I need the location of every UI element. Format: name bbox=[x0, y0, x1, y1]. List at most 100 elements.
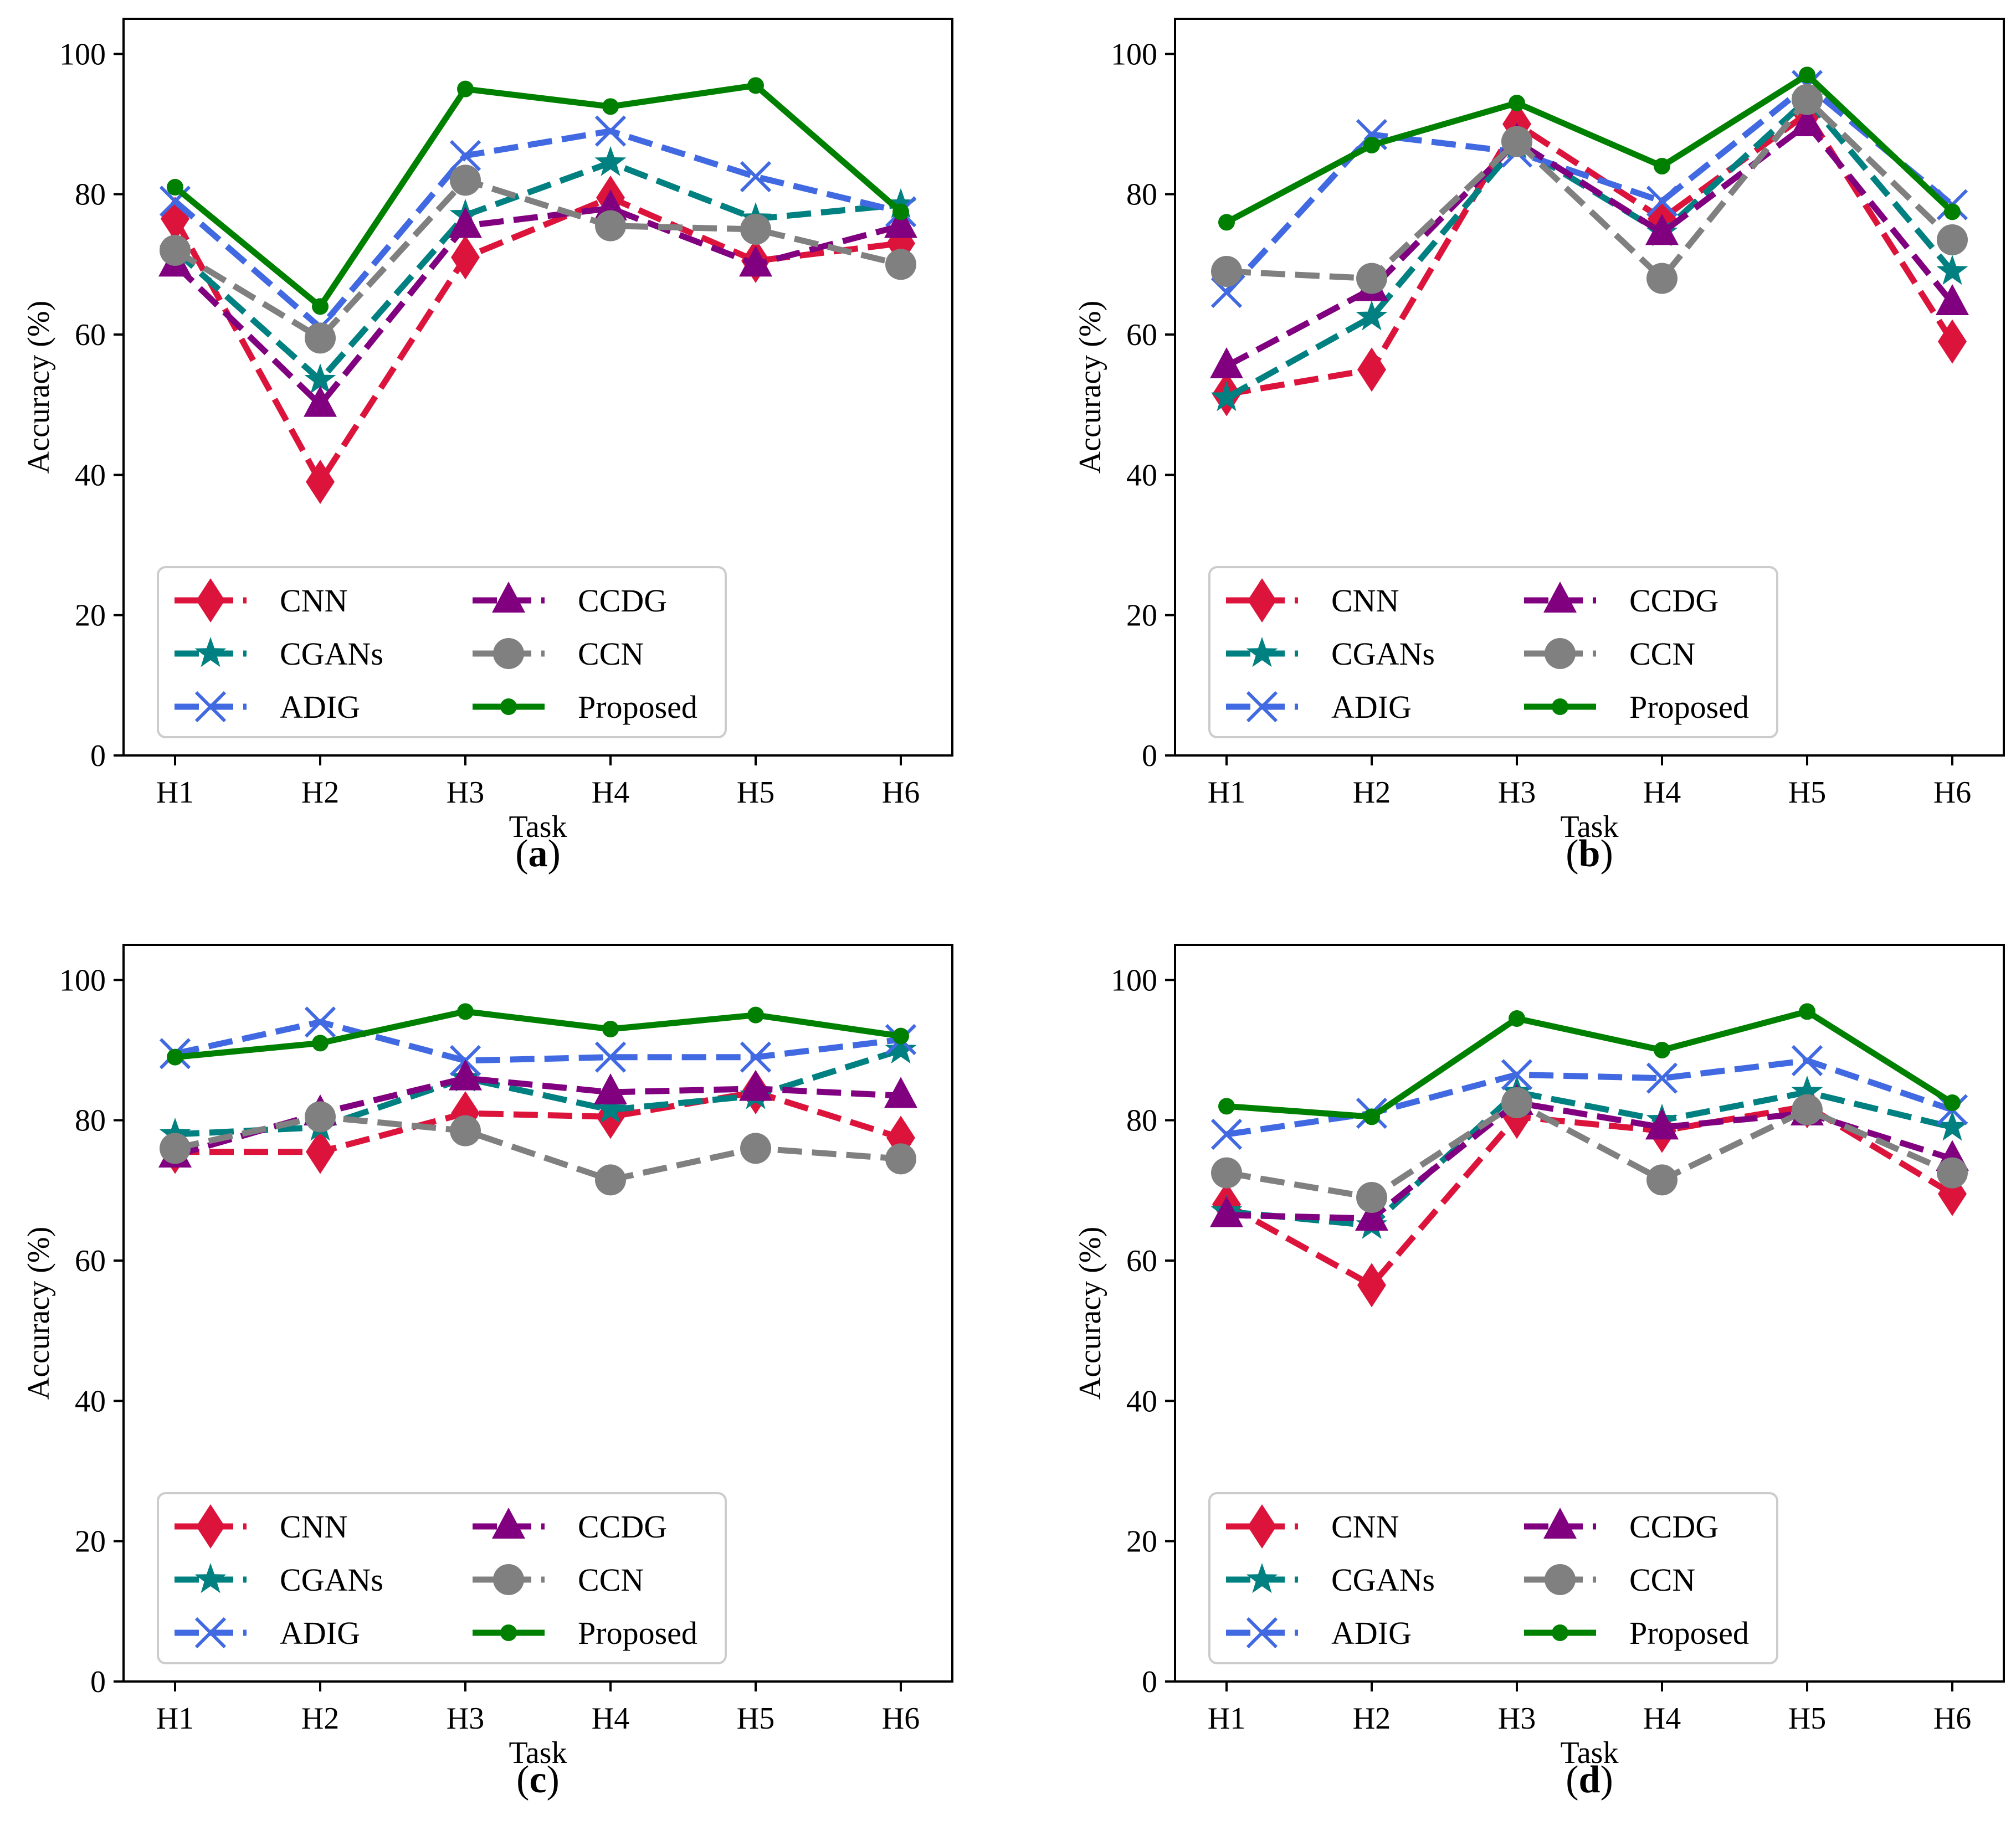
x-tick-label: H6 bbox=[882, 1701, 920, 1736]
series-line-cnn bbox=[175, 1089, 902, 1155]
legend-label: CCN bbox=[1629, 1562, 1695, 1598]
series-line-cgans bbox=[175, 1047, 902, 1138]
y-tick-label: 20 bbox=[75, 1525, 106, 1559]
x-tick-label: H5 bbox=[737, 1701, 774, 1736]
data-point-adig bbox=[1210, 1118, 1243, 1150]
series-line-cnn bbox=[172, 194, 901, 485]
legend-marker bbox=[500, 698, 517, 715]
y-tick-label: 100 bbox=[1111, 37, 1157, 71]
data-point-proposed bbox=[457, 1003, 474, 1020]
legend-label: ADIG bbox=[280, 1615, 360, 1651]
legend-item-proposed: Proposed bbox=[473, 689, 697, 725]
data-point-ccn bbox=[1501, 126, 1532, 157]
y-tick-label: 100 bbox=[1111, 963, 1157, 997]
legend-marker bbox=[1552, 1624, 1568, 1641]
data-point-ccdg bbox=[594, 189, 627, 220]
data-point-proposed bbox=[1509, 1010, 1525, 1027]
data-point-ccn bbox=[1646, 1164, 1678, 1196]
series-line-ccn bbox=[173, 177, 902, 341]
legend-marker bbox=[493, 638, 524, 669]
data-point-adig bbox=[1646, 186, 1678, 217]
y-tick-label: 0 bbox=[1142, 1665, 1157, 1699]
data-point-proposed bbox=[1654, 158, 1670, 174]
data-point-cnn bbox=[1938, 319, 1967, 364]
data-point-adig bbox=[304, 1006, 336, 1038]
legend-marker bbox=[1545, 638, 1576, 669]
legend-item-ccn: CCN bbox=[1524, 1562, 1695, 1598]
data-point-ccdg bbox=[1210, 1196, 1243, 1227]
series-proposed bbox=[167, 1003, 909, 1066]
y-axis-title: Accuracy (%) bbox=[1073, 301, 1107, 474]
panel-label: (b) bbox=[1566, 832, 1613, 875]
data-point-cgans bbox=[159, 1118, 191, 1148]
legend-label: Proposed bbox=[578, 689, 697, 725]
legend-marker bbox=[1248, 578, 1276, 623]
x-tick-label: H2 bbox=[1353, 775, 1391, 810]
legend-marker bbox=[500, 1624, 517, 1641]
data-point-proposed bbox=[747, 1006, 764, 1024]
data-point-adig bbox=[740, 161, 772, 193]
y-tick-label: 20 bbox=[1126, 1525, 1157, 1559]
legend-item-cnn: CNN bbox=[1226, 578, 1399, 623]
legend-label: CGANs bbox=[280, 1562, 383, 1598]
legend-item-cgans: CGANs bbox=[1226, 636, 1435, 672]
data-point-proposed bbox=[747, 77, 764, 94]
series-cgans bbox=[1210, 1076, 1968, 1239]
legend-item-cnn: CNN bbox=[1226, 1504, 1399, 1549]
y-tick-label: 20 bbox=[1126, 599, 1157, 633]
data-point-ccdg bbox=[304, 385, 337, 417]
legend-label: Proposed bbox=[578, 1615, 697, 1651]
data-point-ccdg bbox=[884, 207, 917, 238]
legend-marker bbox=[194, 1563, 227, 1593]
legend-item-cgans: CGANs bbox=[1226, 1562, 1435, 1598]
data-point-ccdg bbox=[1936, 284, 1969, 315]
chart-panel-d: 0 20 40 60 80 100 H1 H2 H3 H4 H5 H6 Task Accuracy (%)… bbox=[1073, 944, 2005, 1801]
legend-label: CNN bbox=[1331, 583, 1399, 619]
data-point-proposed bbox=[457, 80, 474, 97]
legend-item-cnn: CNN bbox=[175, 1504, 347, 1549]
y-tick-label: 100 bbox=[59, 963, 106, 997]
legend-label: ADIG bbox=[1331, 689, 1412, 725]
data-point-ccdg bbox=[739, 1069, 772, 1101]
series-line-adig bbox=[174, 1019, 901, 1064]
series-line-ccdg bbox=[1226, 1099, 1953, 1222]
series-ccn bbox=[160, 164, 916, 354]
data-point-proposed bbox=[1363, 137, 1380, 153]
y-tick-label: 80 bbox=[1126, 1104, 1157, 1138]
data-point-cgans bbox=[304, 363, 336, 394]
y-tick-label: 60 bbox=[1126, 1244, 1157, 1278]
series-line-ccn bbox=[1226, 96, 1955, 282]
legend-item-ccdg: CCDG bbox=[473, 1508, 667, 1545]
data-point-cgans bbox=[1356, 300, 1388, 331]
series-line-ccdg bbox=[1225, 121, 1955, 369]
x-tick-label: H1 bbox=[1208, 775, 1245, 810]
series-line-cnn bbox=[1225, 1103, 1954, 1288]
legend-item-adig: ADIG bbox=[1226, 689, 1412, 725]
legend-label: CCN bbox=[578, 1562, 644, 1598]
series-cnn bbox=[1212, 1084, 1967, 1308]
data-point-ccdg bbox=[449, 207, 482, 238]
data-point-adig bbox=[1646, 1062, 1678, 1094]
series-line-ccdg bbox=[173, 205, 902, 408]
series-line-adig bbox=[173, 128, 902, 331]
data-point-proposed bbox=[1654, 1042, 1670, 1058]
data-point-cnn bbox=[1357, 347, 1386, 392]
data-point-ccn bbox=[305, 1101, 336, 1133]
x-tick-label: H4 bbox=[1643, 775, 1681, 810]
data-point-adig bbox=[594, 1041, 627, 1073]
series-line-proposed bbox=[175, 1008, 901, 1061]
data-point-cgans bbox=[1210, 381, 1243, 412]
x-axis-title: Task bbox=[1561, 1736, 1619, 1770]
data-point-ccdg bbox=[739, 245, 772, 277]
data-point-proposed bbox=[312, 1035, 329, 1052]
series-ccn bbox=[1211, 1087, 1968, 1213]
legend-box bbox=[1208, 1492, 1778, 1664]
legend-marker bbox=[1543, 582, 1577, 613]
x-axis-title: Task bbox=[509, 1736, 567, 1770]
x-tick-label: H2 bbox=[301, 1701, 339, 1736]
legend-label: CNN bbox=[280, 583, 347, 619]
x-tick-label: H2 bbox=[1353, 1701, 1391, 1736]
data-point-cgans bbox=[594, 1093, 627, 1123]
y-tick-label: 80 bbox=[75, 1104, 106, 1138]
legend-label: CNN bbox=[1331, 1509, 1399, 1545]
